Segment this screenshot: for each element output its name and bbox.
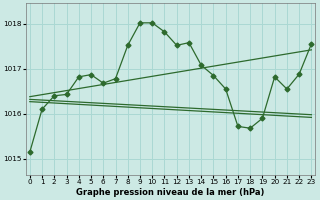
X-axis label: Graphe pression niveau de la mer (hPa): Graphe pression niveau de la mer (hPa) bbox=[76, 188, 265, 197]
